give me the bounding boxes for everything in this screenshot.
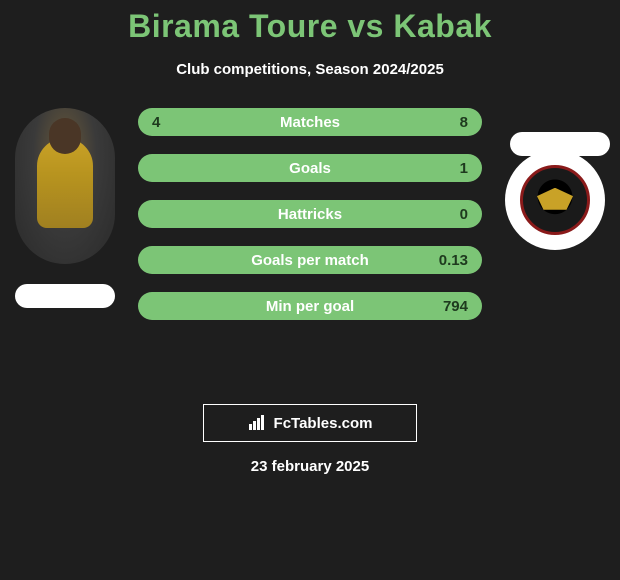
stat-right-value: 1 bbox=[418, 160, 468, 177]
left-player-column bbox=[10, 108, 120, 308]
stat-right-value: 794 bbox=[418, 298, 468, 315]
brand-box: FcTables.com bbox=[203, 404, 417, 442]
stat-right-value: 0.13 bbox=[418, 252, 468, 269]
brand-text: FcTables.com bbox=[274, 415, 373, 432]
stat-label: Min per goal bbox=[202, 298, 418, 315]
right-player-column bbox=[500, 150, 610, 250]
stat-right-value: 8 bbox=[418, 114, 468, 131]
stat-row-min-per-goal: Min per goal 794 bbox=[138, 292, 482, 320]
bars-icon bbox=[248, 415, 268, 431]
left-player-photo bbox=[15, 108, 115, 264]
left-player-name-pill bbox=[15, 284, 115, 308]
stat-label: Goals bbox=[202, 160, 418, 177]
page-title: Birama Toure vs Kabak bbox=[0, 0, 620, 45]
stat-left-value: 4 bbox=[152, 114, 202, 131]
stat-row-hattricks: Hattricks 0 bbox=[138, 200, 482, 228]
stat-right-value: 0 bbox=[418, 206, 468, 223]
stat-row-goals-per-match: Goals per match 0.13 bbox=[138, 246, 482, 274]
update-date: 23 february 2025 bbox=[0, 458, 620, 475]
stat-row-goals: Goals 1 bbox=[138, 154, 482, 182]
club-badge-inner bbox=[520, 165, 590, 235]
subtitle: Club competitions, Season 2024/2025 bbox=[0, 61, 620, 78]
right-club-badge bbox=[505, 150, 605, 250]
stat-row-matches: 4 Matches 8 bbox=[138, 108, 482, 136]
stat-label: Hattricks bbox=[202, 206, 418, 223]
stat-label: Goals per match bbox=[202, 252, 418, 269]
comparison-content: 4 Matches 8 Goals 1 Hattricks 0 Goals pe… bbox=[0, 108, 620, 388]
stat-label: Matches bbox=[202, 114, 418, 131]
stats-list: 4 Matches 8 Goals 1 Hattricks 0 Goals pe… bbox=[138, 108, 482, 320]
